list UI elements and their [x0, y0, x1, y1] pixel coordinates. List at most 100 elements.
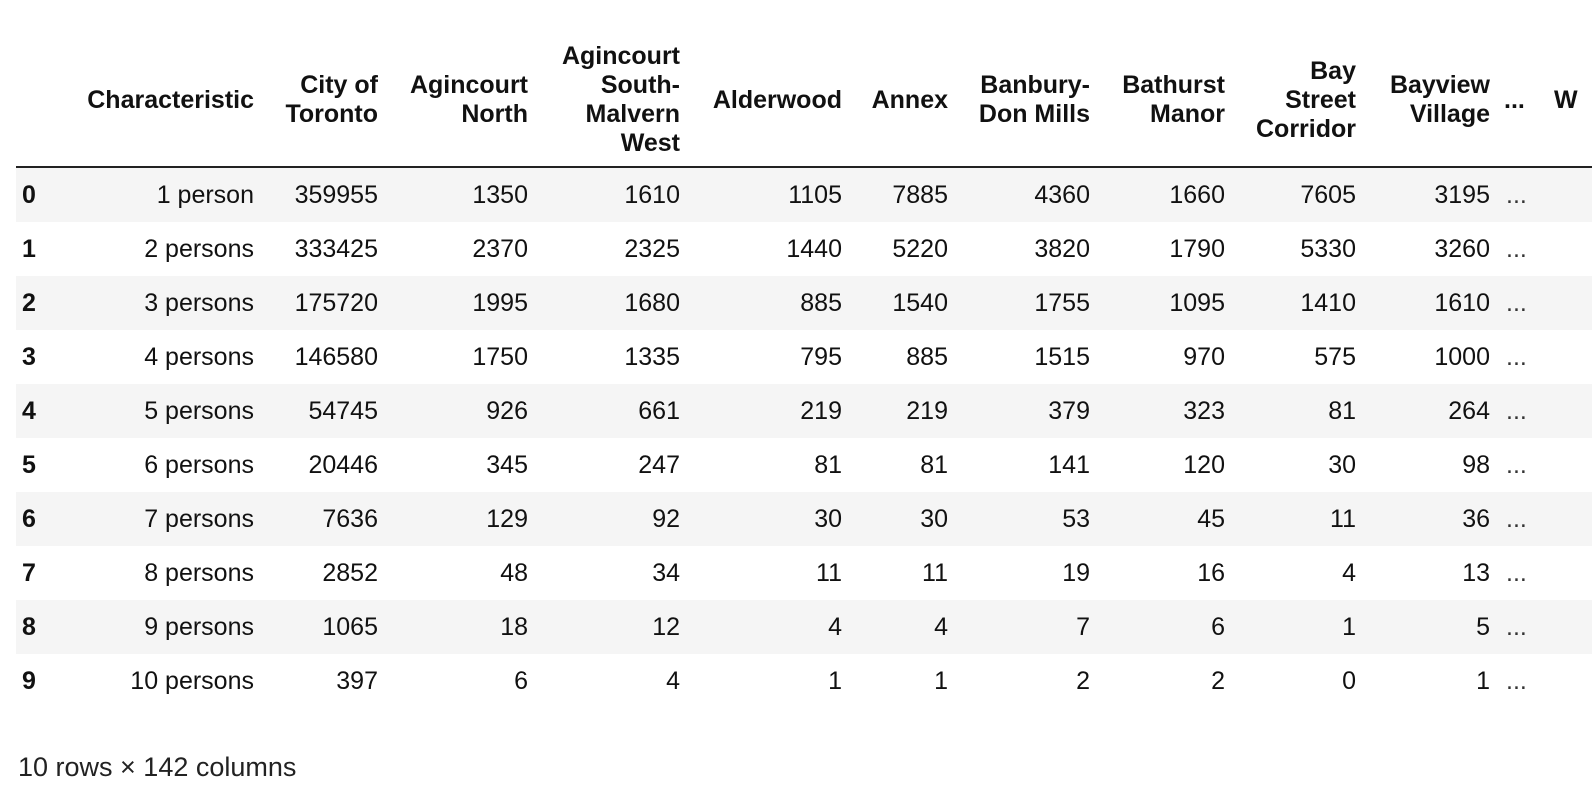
characteristic-cell: 5 persons — [144, 396, 254, 425]
characteristic-cell: 8 persons — [144, 558, 254, 587]
row-index: 6 — [22, 504, 36, 533]
value-cell: 379 — [1048, 396, 1090, 425]
row-index: 9 — [22, 666, 36, 695]
table-row: 7 8 persons 2852 48 34 11 11 19 16 4 13... — [16, 546, 1592, 600]
value-cell: 970 — [1183, 342, 1225, 371]
truncated-cell — [1540, 276, 1592, 330]
value-cell: 7 — [1076, 612, 1090, 641]
ellipsis-cell: ... — [1506, 450, 1527, 479]
index-header — [16, 42, 64, 168]
table-row: 6 7 persons 7636 129 92 30 30 53 45 11 36... — [16, 492, 1592, 546]
value-cell: 1000 — [1434, 342, 1490, 371]
value-cell: 19 — [1062, 558, 1090, 587]
value-cell: 7885 — [892, 180, 948, 209]
value-cell: 359955 — [294, 180, 378, 209]
characteristic-cell: 3 persons — [144, 288, 254, 317]
value-cell: 0 — [1342, 666, 1356, 695]
value-cell: 18 — [500, 612, 528, 641]
row-index: 2 — [22, 288, 36, 317]
value-cell: 219 — [906, 396, 948, 425]
value-cell: 141 — [1048, 450, 1090, 479]
value-cell: 120 — [1183, 450, 1225, 479]
value-cell: 323 — [1183, 396, 1225, 425]
value-cell: 16 — [1197, 558, 1225, 587]
ellipsis-cell: ... — [1506, 288, 1527, 317]
value-cell: 5 — [1476, 612, 1490, 641]
truncated-cell — [1540, 330, 1592, 384]
value-cell: 34 — [652, 558, 680, 587]
value-cell: 129 — [486, 504, 528, 533]
value-cell: 1660 — [1169, 180, 1225, 209]
header-row: Characteristic City of Toronto Agincourt… — [16, 42, 1592, 168]
value-cell: 4 — [828, 612, 842, 641]
column-header: City of Toronto — [264, 42, 388, 168]
value-cell: 247 — [638, 450, 680, 479]
column-header-truncated: W — [1540, 42, 1592, 168]
characteristic-cell: 2 persons — [144, 234, 254, 263]
value-cell: 92 — [652, 504, 680, 533]
value-cell: 1 — [1342, 612, 1356, 641]
characteristic-cell: 4 persons — [144, 342, 254, 371]
truncated-cell — [1540, 600, 1592, 654]
value-cell: 219 — [800, 396, 842, 425]
table-row: 4 5 persons 54745 926 661 219 219 379 323 81 264..… — [16, 384, 1592, 438]
value-cell: 1335 — [624, 342, 680, 371]
value-cell: 885 — [800, 288, 842, 317]
value-cell: 81 — [1328, 396, 1356, 425]
ellipsis-cell: ... — [1506, 342, 1527, 371]
value-cell: 5220 — [892, 234, 948, 263]
ellipsis-cell: ... — [1506, 558, 1527, 587]
value-cell: 30 — [1328, 450, 1356, 479]
value-cell: 1790 — [1169, 234, 1225, 263]
value-cell: 1 — [1476, 666, 1490, 695]
ellipsis-cell: ... — [1506, 180, 1527, 209]
value-cell: 1410 — [1300, 288, 1356, 317]
row-index: 3 — [22, 342, 36, 371]
column-header-ellipsis: ... — [1500, 42, 1540, 168]
table-row: 3 4 persons 146580 1750 1335 795 885 1515 970 575… — [16, 330, 1592, 384]
value-cell: 81 — [814, 450, 842, 479]
value-cell: 30 — [814, 504, 842, 533]
column-header: Annex — [852, 42, 958, 168]
value-cell: 2325 — [624, 234, 680, 263]
value-cell: 1 — [828, 666, 842, 695]
table-row: 8 9 persons 1065 18 12 4 4 7 6 1 5... — [16, 600, 1592, 654]
value-cell: 345 — [486, 450, 528, 479]
value-cell: 1750 — [472, 342, 528, 371]
value-cell: 4360 — [1034, 180, 1090, 209]
truncated-cell — [1540, 492, 1592, 546]
value-cell: 20446 — [308, 450, 378, 479]
table-row: 2 3 persons 175720 1995 1680 885 1540 1755 1095 1… — [16, 276, 1592, 330]
value-cell: 175720 — [294, 288, 378, 317]
value-cell: 3260 — [1434, 234, 1490, 263]
value-cell: 1095 — [1169, 288, 1225, 317]
value-cell: 1515 — [1034, 342, 1090, 371]
value-cell: 7605 — [1300, 180, 1356, 209]
value-cell: 1105 — [788, 180, 842, 209]
truncated-cell — [1540, 384, 1592, 438]
value-cell: 1540 — [892, 288, 948, 317]
value-cell: 81 — [920, 450, 948, 479]
value-cell: 98 — [1462, 450, 1490, 479]
ellipsis-cell: ... — [1506, 612, 1527, 641]
value-cell: 45 — [1197, 504, 1225, 533]
row-index: 1 — [22, 234, 36, 263]
row-index: 7 — [22, 558, 36, 587]
value-cell: 795 — [800, 342, 842, 371]
value-cell: 11 — [816, 558, 842, 587]
value-cell: 53 — [1062, 504, 1090, 533]
dataframe-output: Characteristic City of Toronto Agincourt… — [16, 42, 1592, 708]
truncated-cell — [1540, 167, 1592, 222]
value-cell: 30 — [920, 504, 948, 533]
value-cell: 13 — [1462, 558, 1490, 587]
value-cell: 3195 — [1434, 180, 1490, 209]
truncated-cell — [1540, 546, 1592, 600]
characteristic-cell: 6 persons — [144, 450, 254, 479]
characteristic-cell: 7 persons — [144, 504, 254, 533]
column-header: Bayview Village — [1366, 42, 1500, 168]
value-cell: 5330 — [1300, 234, 1356, 263]
ellipsis-cell: ... — [1506, 396, 1527, 425]
value-cell: 4 — [934, 612, 948, 641]
column-header: Banbury-Don Mills — [958, 42, 1100, 168]
